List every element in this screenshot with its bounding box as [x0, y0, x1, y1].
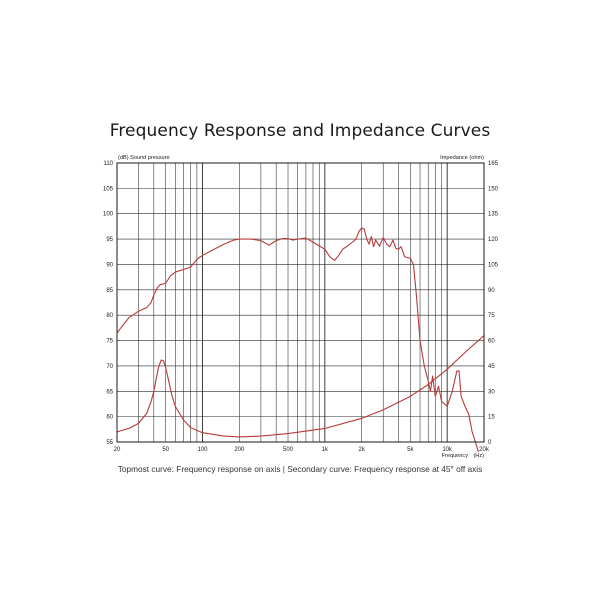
y-right-tick-label: 30 [488, 389, 495, 395]
x-tick-label: 2k [358, 447, 365, 453]
x-tick-label: 10k [442, 447, 453, 453]
y-left-tick-label: 65 [106, 389, 113, 395]
y-left-tick-label: 75 [106, 339, 113, 345]
x-axis-unit: (Hz) [473, 453, 484, 459]
x-tick-label: 5k [407, 447, 414, 453]
plot-frame [116, 162, 485, 443]
x-tick-label: 20 [114, 447, 121, 453]
x-axis-label: Frequency [442, 453, 469, 459]
x-tick-label: 1k [322, 447, 329, 453]
y-left-tick-label: 110 [103, 161, 113, 167]
x-tick-label: 500 [283, 447, 294, 453]
frequency-response-curve [116, 227, 479, 453]
y-right-tick-label: 90 [488, 288, 495, 294]
y-left-tick-label: 105 [103, 186, 114, 192]
y-right-tick-label: 75 [488, 313, 495, 319]
y-left-axis-label: (dB) Sound pressure [118, 155, 170, 161]
tick-labels: 55 60 65 70 75 80 85 90 95 100 105 110 0 15 30 45 60 75 90… [103, 161, 499, 453]
y-left-tick-label: 85 [106, 288, 113, 294]
y-right-tick-label: 135 [488, 212, 499, 218]
y-right-tick-label: 45 [488, 364, 495, 370]
y-right-tick-label: 165 [488, 161, 499, 167]
x-tick-label: 50 [162, 447, 169, 453]
y-right-tick-label: 60 [488, 339, 495, 345]
y-left-tick-label: 60 [106, 415, 113, 421]
y-left-tick-label: 100 [103, 212, 114, 218]
y-right-tick-label: 15 [488, 415, 495, 421]
chart-caption: Topmost curve: Frequency response on axi… [117, 464, 483, 474]
grid-lines [117, 163, 484, 442]
x-tick-label: 200 [234, 447, 245, 453]
y-right-tick-label: 120 [488, 237, 499, 243]
y-right-axis-label: Impedance (ohm) [440, 155, 484, 161]
y-left-tick-label: 95 [106, 237, 113, 243]
y-left-tick-label: 80 [106, 313, 113, 319]
y-right-tick-label: 150 [488, 186, 499, 192]
impedance-curve [116, 335, 485, 438]
y-left-tick-label: 90 [106, 262, 113, 268]
chart-title: Frequency Response and Impedance Curves [109, 121, 491, 141]
y-right-tick-label: 105 [488, 262, 499, 268]
y-right-tick-label: 0 [488, 440, 492, 446]
x-tick-label: 100 [197, 447, 208, 453]
y-left-tick-label: 55 [106, 440, 113, 446]
y-left-tick-label: 70 [106, 364, 113, 370]
curves [116, 227, 485, 453]
x-tick-label: 20k [479, 447, 490, 453]
